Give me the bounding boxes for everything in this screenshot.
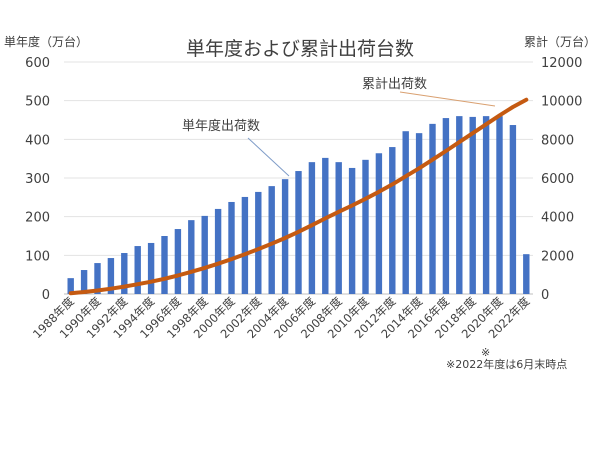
bar: [94, 263, 101, 294]
bar: [442, 118, 450, 294]
left-tick-label: 600: [25, 56, 50, 71]
right-tick-label: 12000: [541, 56, 582, 71]
bar: [80, 270, 88, 294]
left-tick-label: 300: [25, 172, 50, 187]
bar: [402, 131, 409, 294]
bar: [308, 162, 316, 294]
left-tick-label: 400: [25, 133, 50, 148]
bar: [174, 229, 182, 294]
bar: [469, 116, 476, 294]
line-series: [68, 97, 529, 296]
bar: [201, 215, 208, 294]
right-tick-label: 0: [541, 288, 549, 303]
left-axis-label: 単年度（万台）: [4, 34, 88, 49]
right-tick-label: 4000: [541, 211, 574, 226]
bar: [228, 201, 235, 294]
bar: [335, 162, 342, 294]
footnote-mark: ※: [481, 346, 490, 359]
bar: [482, 116, 490, 294]
bar: [67, 278, 74, 294]
bar: [523, 254, 530, 294]
chart-title: 単年度および累計出荷台数: [186, 38, 414, 60]
left-tick-label: 200: [25, 211, 50, 226]
bar-annotation: 単年度出荷数: [182, 118, 260, 134]
left-tick-label: 500: [25, 95, 50, 110]
bar: [456, 116, 463, 294]
bar: [255, 191, 262, 294]
bar: [188, 220, 195, 294]
bar: [348, 167, 356, 294]
right-tick-label: 8000: [541, 133, 574, 148]
bar: [214, 208, 222, 294]
right-tick-label: 2000: [541, 249, 574, 264]
bar: [121, 253, 128, 294]
bar: [134, 246, 141, 294]
bar: [147, 242, 155, 294]
bar: [107, 258, 115, 294]
bar: [415, 133, 423, 294]
cumulative-line: [68, 97, 529, 296]
bar: [362, 159, 369, 294]
bar: [375, 153, 383, 294]
bar: [509, 125, 517, 294]
bar-annotation-arrow: [247, 137, 290, 177]
footnote: ※2022年度は6月末時点: [446, 357, 567, 371]
left-tick-label: 100: [25, 249, 50, 264]
right-tick-label: 6000: [541, 172, 574, 187]
line-annotation-arrow: [399, 91, 496, 107]
line-annotation: 累計出荷数: [362, 76, 427, 92]
bar: [429, 123, 436, 294]
right-axis-label: 累計（万台）: [524, 34, 596, 49]
bar: [496, 116, 503, 294]
bar: [241, 196, 249, 294]
bar: [268, 186, 275, 294]
left-tick-label: 0: [42, 288, 50, 303]
right-tick-label: 10000: [541, 95, 582, 110]
bar: [389, 147, 396, 294]
bar: [161, 236, 168, 294]
bar: [322, 157, 329, 294]
